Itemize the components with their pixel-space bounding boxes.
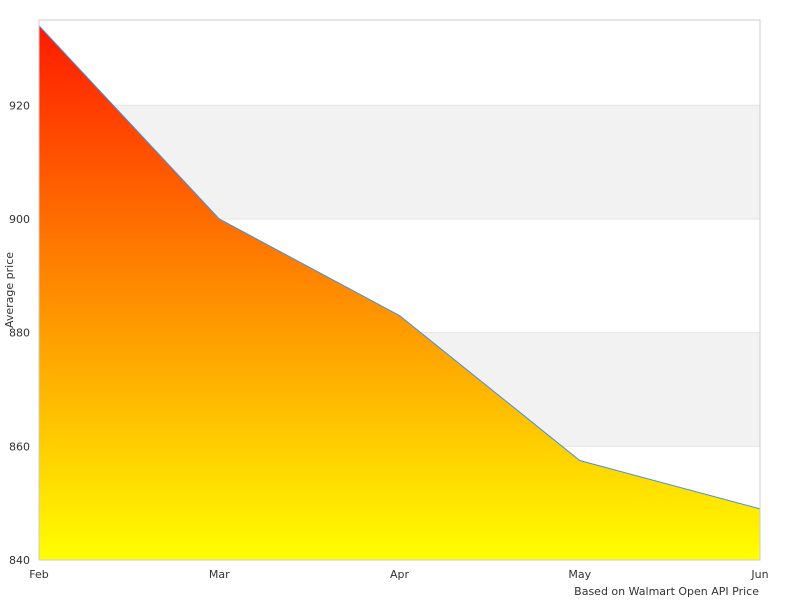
- y-tick-label: 920: [9, 99, 30, 112]
- y-tick-label: 900: [9, 213, 30, 226]
- x-tick-label: Jun: [750, 568, 768, 581]
- chart-credit: Based on Walmart Open API Price: [574, 585, 759, 598]
- x-tick-label: Feb: [29, 568, 48, 581]
- y-tick-label: 860: [9, 440, 30, 453]
- x-tick-label: Apr: [390, 568, 410, 581]
- x-axis-ticks: Feb Mar Apr May Jun: [29, 568, 768, 581]
- x-tick-label: Mar: [209, 568, 230, 581]
- x-tick-label: May: [568, 568, 591, 581]
- y-tick-label: 840: [9, 554, 30, 567]
- y-axis-label: Average price: [3, 252, 16, 328]
